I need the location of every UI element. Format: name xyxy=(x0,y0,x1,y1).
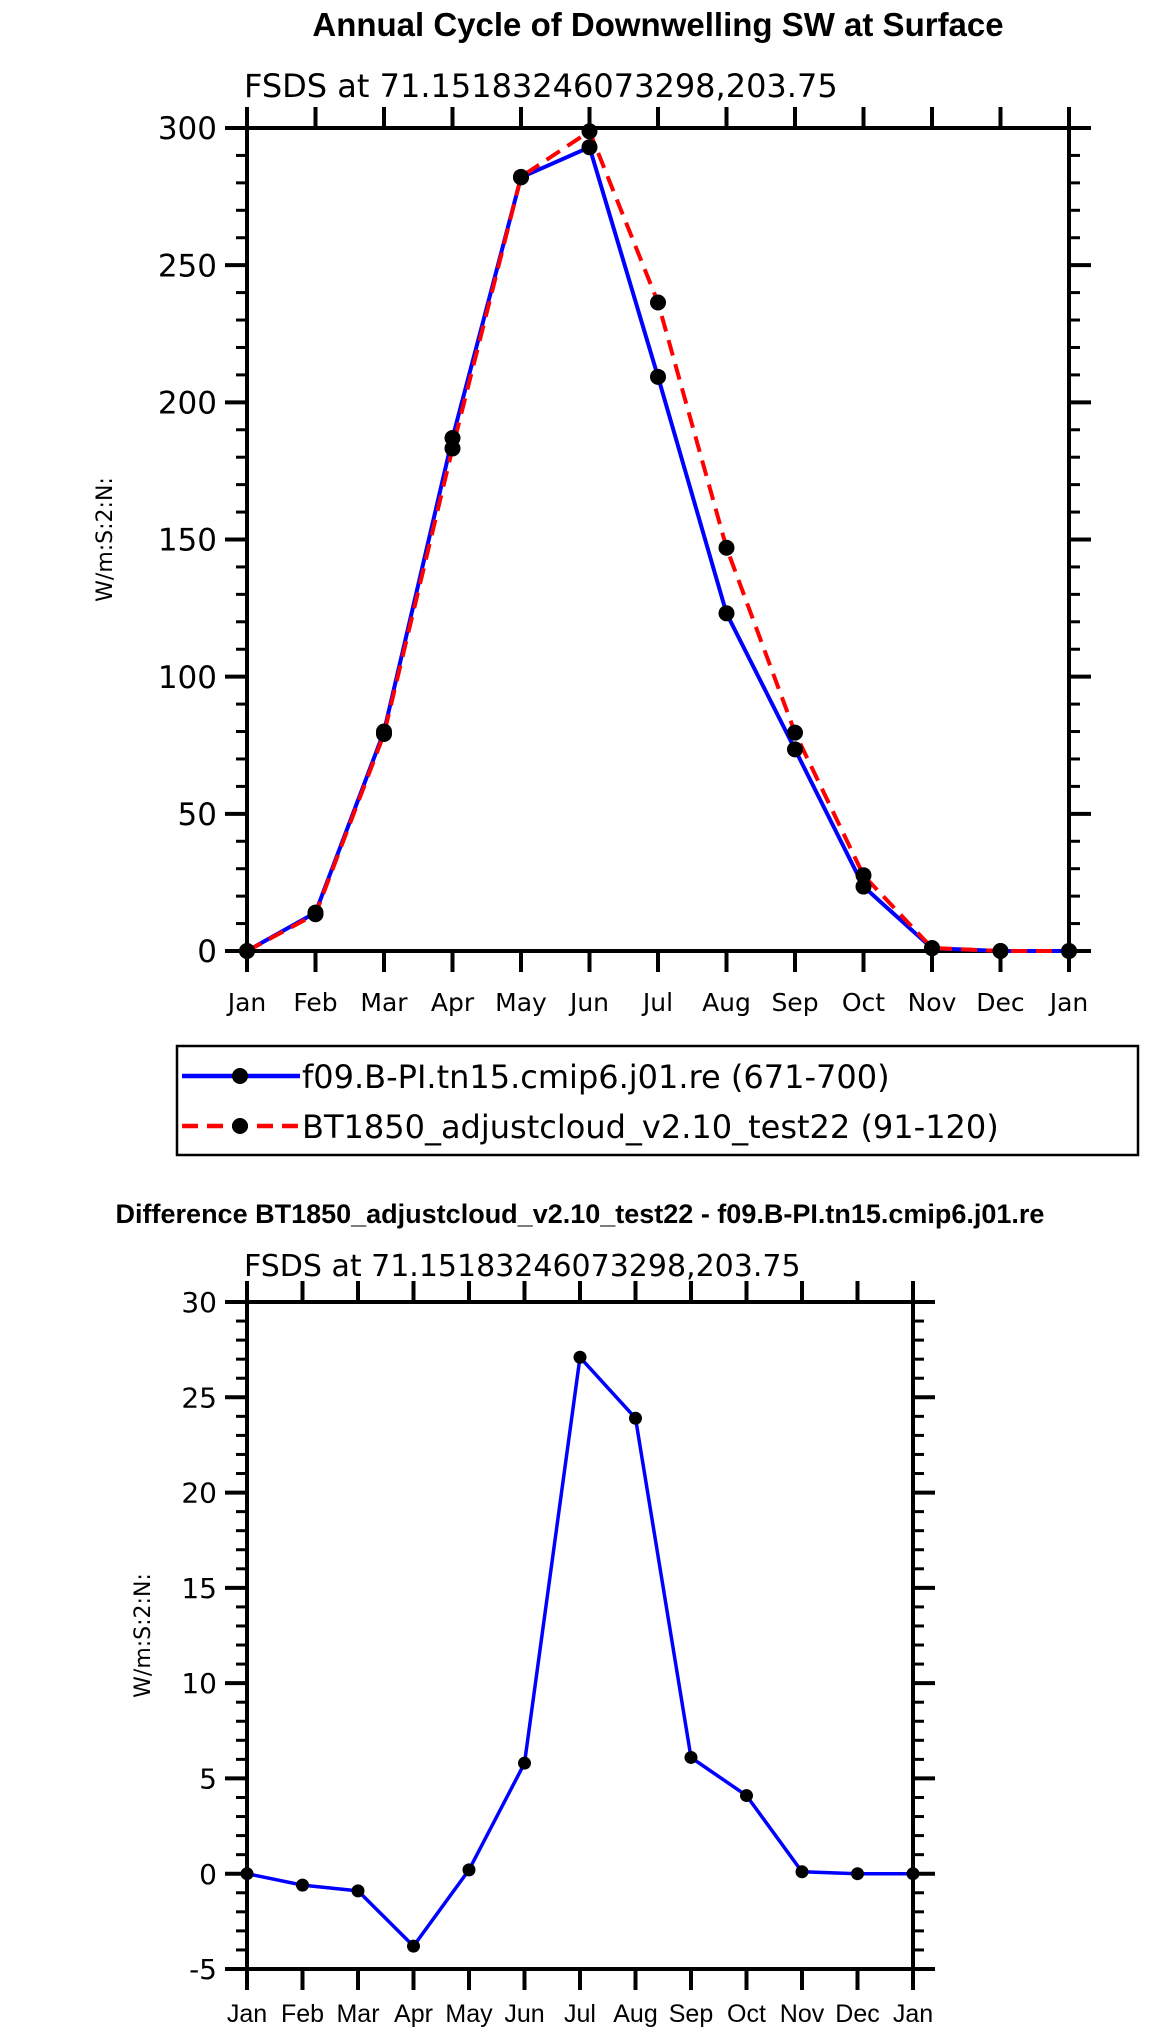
x-tick-label: Jul xyxy=(564,2000,596,2028)
data-point-a xyxy=(581,139,598,156)
data-point-a xyxy=(787,741,803,758)
chart-subtitle: FSDS at 71.15183246073298,203.75 xyxy=(244,67,838,105)
legend-label: f09.B-PI.tn15.cmip6.j01.re (671-700) xyxy=(302,1058,890,1096)
top-chart: Annual Cycle of Downwelling SW at Surfac… xyxy=(93,6,1091,1017)
x-tick-label: Mar xyxy=(336,2000,379,2028)
series-line-a xyxy=(246,1355,913,1948)
x-tick-label: Oct xyxy=(842,988,885,1017)
data-point-a xyxy=(650,368,666,385)
legend: f09.B-PI.tn15.cmip6.j01.re (671-700) BT18… xyxy=(175,1044,1140,1157)
x-tick-label: Jan xyxy=(226,988,267,1017)
x-tick-label: Apr xyxy=(394,2000,433,2028)
data-point-a xyxy=(518,1756,531,1770)
x-tick-label: Aug xyxy=(613,2000,657,2028)
data-point-a xyxy=(851,1867,864,1881)
data-point-a xyxy=(684,1750,698,1764)
data-point-b xyxy=(307,906,324,923)
series-line-b xyxy=(246,129,1069,953)
x-tick-label: May xyxy=(495,988,547,1017)
x-tick-label: Jan xyxy=(227,2000,267,2028)
plot-frame xyxy=(245,1300,915,1971)
y-tick-label: 20 xyxy=(181,1477,217,1510)
x-tick-label: Aug xyxy=(702,988,751,1017)
x-tick-label: Jul xyxy=(641,988,673,1017)
x-tick-label: Jan xyxy=(1048,988,1089,1017)
legend-label: BT1850_adjustcloud_v2.10_test22 (91-120) xyxy=(302,1108,999,1146)
y-tick-label: 5 xyxy=(199,1763,217,1796)
data-point-b xyxy=(650,294,666,311)
legend-marker xyxy=(232,1118,248,1134)
x-tick-label: Jun xyxy=(568,988,609,1017)
x-tick-label: Dec xyxy=(976,988,1024,1017)
y-tick-label: 30 xyxy=(181,1286,217,1319)
x-tick-label: Feb xyxy=(281,2000,324,2028)
data-point-a xyxy=(629,1411,642,1425)
y-tick-label: 15 xyxy=(181,1572,217,1605)
data-point-a xyxy=(740,1789,753,1803)
plot-frame xyxy=(245,126,1071,953)
y-tick-label: 10 xyxy=(181,1667,217,1700)
data-point-b xyxy=(855,867,872,884)
data-point-b xyxy=(239,943,255,959)
chart-title: Annual Cycle of Downwelling SW at Surfac… xyxy=(312,6,1003,43)
y-axis-label: W/m:S:2:N: xyxy=(131,1573,156,1698)
y-tick-label: 250 xyxy=(158,248,217,284)
y-tick-label: 300 xyxy=(158,111,217,147)
data-point-a xyxy=(855,878,872,895)
x-tick-label: Jan xyxy=(893,2000,933,2028)
data-point-b xyxy=(924,939,940,956)
x-tick-label: Jun xyxy=(504,2000,544,2028)
chart-title: Difference BT1850_adjustcloud_v2.10_test… xyxy=(116,1199,1045,1229)
chart-subtitle: FSDS at 71.15183246073298,203.75 xyxy=(244,1249,801,1284)
y-tick-label: 150 xyxy=(158,523,217,559)
data-point-b xyxy=(787,724,803,741)
difference-chart: Difference BT1850_adjustcloud_v2.10_test… xyxy=(116,1199,1045,2028)
data-point-a xyxy=(906,1867,920,1881)
data-point-b xyxy=(581,123,598,140)
y-tick-label: -5 xyxy=(189,1953,217,1986)
data-point-b xyxy=(513,168,529,185)
y-tick-label: 25 xyxy=(181,1381,217,1414)
x-tick-label: Mar xyxy=(360,988,408,1017)
x-tick-label: Apr xyxy=(431,988,475,1017)
y-tick-label: 200 xyxy=(158,385,217,421)
y-tick-label: 0 xyxy=(197,934,217,970)
x-tick-label: Nov xyxy=(780,2000,825,2028)
data-point-a xyxy=(718,605,735,622)
y-tick-label: 50 xyxy=(178,797,217,833)
y-tick-label: 100 xyxy=(158,660,217,696)
x-tick-label: Feb xyxy=(293,988,337,1017)
x-tick-label: Sep xyxy=(771,988,818,1017)
data-point-b xyxy=(444,440,461,457)
data-point-a xyxy=(240,1867,254,1881)
x-tick-label: Nov xyxy=(908,988,957,1017)
x-tick-label: Oct xyxy=(727,2000,766,2028)
legend-marker xyxy=(232,1068,248,1084)
data-point-a xyxy=(573,1350,587,1364)
data-point-a xyxy=(462,1863,476,1877)
y-tick-label: 0 xyxy=(199,1858,217,1891)
data-point-a xyxy=(296,1878,309,1892)
x-tick-label: May xyxy=(445,2000,493,2028)
y-axis-label: W/m:S:2:N: xyxy=(93,477,118,602)
data-point-a xyxy=(351,1884,365,1898)
series-line-a xyxy=(246,145,1069,953)
data-point-b xyxy=(1061,943,1077,959)
data-point-a xyxy=(407,1939,420,1953)
x-tick-label: Sep xyxy=(669,2000,713,2028)
legend-box xyxy=(175,1044,1140,1157)
data-point-b xyxy=(376,726,392,743)
data-point-b xyxy=(718,539,735,556)
data-point-a xyxy=(795,1865,809,1879)
x-tick-label: Dec xyxy=(835,2000,879,2028)
data-point-b xyxy=(992,943,1009,959)
